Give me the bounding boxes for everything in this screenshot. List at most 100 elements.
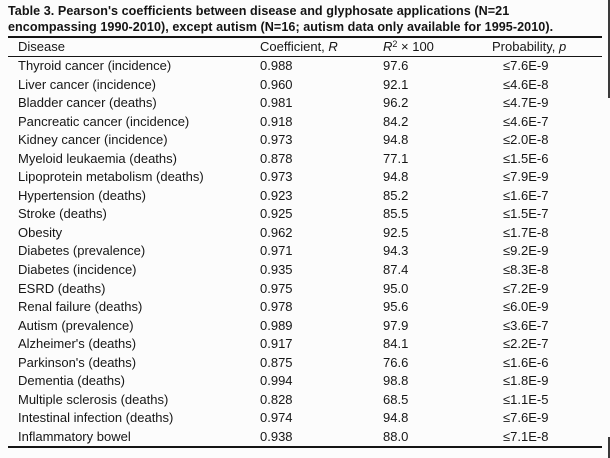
r-squared-cell: 85.2 (383, 187, 409, 203)
table-header: Disease Coefficient, R R2 × 100 Probabil… (8, 37, 602, 57)
disease-cell: Renal failure (deaths) (18, 299, 143, 315)
table-row: Multiple sclerosis (deaths) 0.828 68.5 ≤… (8, 391, 602, 410)
coefficient-cell: 0.975 (260, 280, 293, 296)
coefficient-cell: 0.994 (260, 373, 293, 389)
table-row: Diabetes (prevalence) 0.971 94.3 ≤9.2E-9 (8, 242, 602, 261)
r-squared-cell: 94.8 (383, 132, 409, 148)
probability-cell: ≤1.5E-6 (503, 150, 549, 166)
table-row: Bladder cancer (deaths) 0.981 96.2 ≤4.7E… (8, 94, 602, 113)
table-row: Renal failure (deaths) 0.978 95.6 ≤6.0E-… (8, 298, 602, 317)
col-header-probability: Probability, p (492, 37, 602, 57)
col-header-r-squared: R2 × 100 (383, 37, 503, 57)
col-header-coefficient: Coefficient, R (260, 37, 383, 57)
table-body: Thyroid cancer (incidence) 0.988 97.6 ≤7… (8, 57, 602, 448)
disease-cell: ESRD (deaths) (18, 280, 106, 296)
table-row: Lipoprotein metabolism (deaths) 0.973 94… (8, 168, 602, 187)
r-squared-cell: 94.3 (383, 243, 409, 259)
probability-cell: ≤1.8E-9 (503, 373, 549, 389)
probability-cell: ≤4.6E-7 (503, 113, 549, 129)
r-squared-cell: 88.0 (383, 428, 409, 444)
table-row: Myeloid leukaemia (deaths) 0.878 77.1 ≤1… (8, 150, 602, 169)
r-squared-cell: 98.8 (383, 373, 409, 389)
coefficient-cell: 0.989 (260, 317, 293, 333)
probability-cell: ≤9.2E-9 (503, 243, 549, 259)
coefficient-cell: 0.875 (260, 354, 293, 370)
probability-cell: ≤7.6E-9 (503, 58, 549, 73)
disease-cell: Autism (prevalence) (18, 317, 134, 333)
scan-edge-artifact-top (608, 0, 610, 98)
probability-cell: ≤7.1E-8 (503, 428, 549, 444)
coefficient-cell: 0.925 (260, 206, 293, 222)
r-squared-cell: 92.5 (383, 224, 409, 240)
header-row: Disease Coefficient, R R2 × 100 Probabil… (8, 37, 602, 57)
r-squared-cell: 92.1 (383, 76, 409, 92)
disease-cell: Bladder cancer (deaths) (18, 95, 157, 111)
table-row: Pancreatic cancer (incidence) 0.918 84.2… (8, 113, 602, 132)
coefficient-cell: 0.962 (260, 224, 293, 240)
disease-cell: Myeloid leukaemia (deaths) (18, 150, 177, 166)
r-squared-cell: 94.8 (383, 169, 409, 185)
table-row: Thyroid cancer (incidence) 0.988 97.6 ≤7… (8, 57, 602, 76)
disease-cell: Parkinson's (deaths) (18, 354, 137, 370)
table-row: Kidney cancer (incidence) 0.973 94.8 ≤2.… (8, 131, 602, 150)
coefficient-cell: 0.973 (260, 132, 293, 148)
probability-cell: ≤4.6E-8 (503, 76, 549, 92)
disease-cell: Stroke (deaths) (18, 206, 107, 222)
probability-cell: ≤8.3E-8 (503, 262, 549, 278)
r-squared-cell: 96.2 (383, 95, 409, 111)
probability-cell: ≤1.6E-6 (503, 354, 549, 370)
coefficient-cell: 0.918 (260, 113, 293, 129)
disease-cell: Thyroid cancer (incidence) (18, 58, 172, 73)
col-header-disease: Disease (8, 37, 260, 57)
r-squared-cell: 94.8 (383, 410, 409, 426)
table-row: Obesity 0.962 92.5 ≤1.7E-8 (8, 224, 602, 243)
r-squared-cell: 95.6 (383, 299, 409, 315)
coefficient-cell: 0.828 (260, 391, 293, 407)
coefficient-cell: 0.988 (260, 58, 293, 73)
coefficient-cell: 0.960 (260, 76, 293, 92)
table-row: Inflammatory bowel 0.938 88.0 ≤7.1E-8 (8, 428, 602, 448)
table-row: Hypertension (deaths) 0.923 85.2 ≤1.6E-7 (8, 187, 602, 206)
coefficient-cell: 0.878 (260, 150, 293, 166)
table-row: Parkinson's (deaths) 0.875 76.6 ≤1.6E-6 (8, 354, 602, 373)
r-squared-cell: 97.9 (383, 317, 409, 333)
probability-cell: ≤7.2E-9 (503, 280, 549, 296)
disease-cell: Liver cancer (incidence) (18, 76, 157, 92)
table-row: Intestinal infection (deaths) 0.974 94.8… (8, 409, 602, 428)
r-squared-cell: 85.5 (383, 206, 409, 222)
probability-header-label: Probability, (492, 39, 559, 54)
r-squared-cell: 68.5 (383, 391, 409, 407)
coefficient-cell: 0.973 (260, 169, 293, 185)
coefficient-cell: 0.971 (260, 243, 293, 259)
disease-cell: Dementia (deaths) (18, 373, 125, 389)
probability-header-wrap: Probability, p (492, 39, 566, 54)
table-caption: Table 3. Pearson's coefficients between … (8, 3, 608, 35)
r-squared-suffix: × 100 (397, 39, 434, 54)
probability-cell: ≤1.7E-8 (503, 224, 549, 240)
disease-cell: Kidney cancer (incidence) (18, 132, 168, 148)
coefficient-cell: 0.974 (260, 410, 293, 426)
disease-cell: Obesity (18, 224, 63, 240)
probability-symbol: p (558, 39, 567, 54)
probability-cell: ≤2.2E-7 (503, 336, 549, 352)
probability-cell: ≤6.0E-9 (503, 299, 549, 315)
probability-cell: ≤7.9E-9 (503, 169, 549, 185)
table-row: Dementia (deaths) 0.994 98.8 ≤1.8E-9 (8, 372, 602, 391)
coefficient-cell: 0.981 (260, 95, 293, 111)
disease-cell: Pancreatic cancer (incidence) (18, 113, 190, 129)
coefficient-symbol: R (328, 39, 338, 54)
probability-cell: ≤3.6E-7 (503, 317, 549, 333)
table-row: ESRD (deaths) 0.975 95.0 ≤7.2E-9 (8, 280, 602, 299)
coefficient-cell: 0.935 (260, 262, 293, 278)
r-squared-cell: 97.6 (383, 58, 409, 73)
disease-header-label: Disease (18, 39, 65, 54)
coefficient-cell: 0.917 (260, 336, 293, 352)
probability-cell: ≤4.7E-9 (503, 95, 549, 111)
coefficient-cell: 0.938 (260, 428, 293, 444)
disease-cell: Inflammatory bowel (18, 428, 131, 444)
table-caption-line-1: Table 3. Pearson's coefficients between … (8, 4, 510, 18)
r-squared-exponent: 2 (392, 39, 398, 49)
r-squared-cell: 87.4 (383, 262, 409, 278)
disease-cell: Intestinal infection (deaths) (18, 410, 174, 426)
